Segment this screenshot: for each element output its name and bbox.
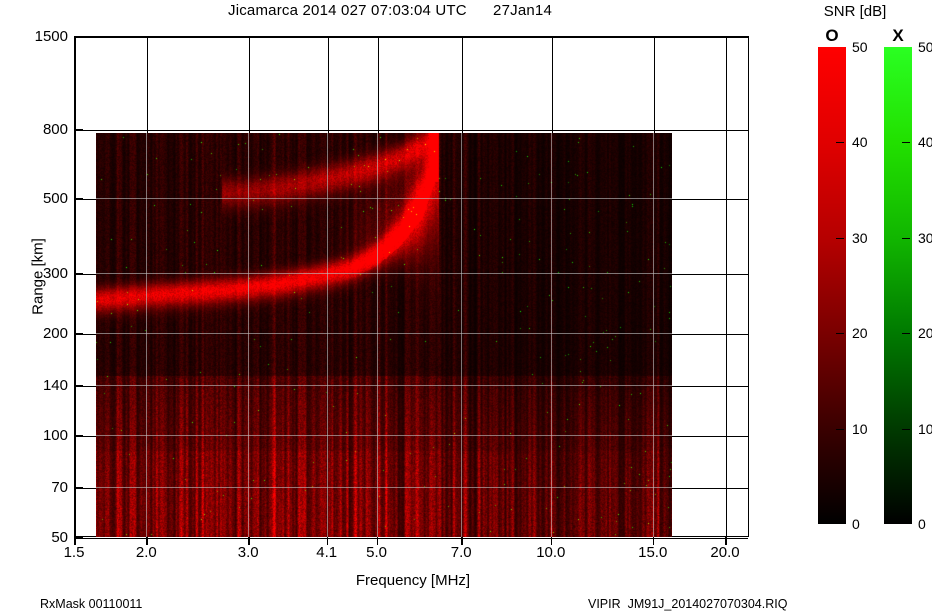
y-tick-label: 500 [42,189,68,207]
grid-line-horizontal [75,37,748,38]
y-tick-label: 100 [42,426,68,444]
x-tick-label: 1.5 [63,544,85,561]
grid-line-vertical [726,37,728,536]
data-grid-line-horizontal [96,273,672,275]
footer-rxmask: RxMask 00110011 [40,597,143,611]
data-grid-line-vertical [376,133,378,537]
y-tick-mark [74,197,83,200]
y-tick-label: 300 [42,265,68,283]
data-grid-line-horizontal [96,197,672,199]
x-tick-label: 20.0 [710,544,740,561]
x-tick-label: 10.0 [536,544,566,561]
x-tick-label: 5.0 [366,544,388,561]
colorbar-tick-label: 50 [918,39,932,55]
y-tick-label: 50 [51,529,68,546]
colorbar-tick-label: 10 [918,420,932,437]
x-tick-mark [376,537,379,545]
x-axis-label: Frequency [MHz] [355,572,471,589]
grid-line-horizontal [75,538,748,539]
x-tick-label: 15.0 [638,544,668,561]
y-tick-label: 800 [42,120,68,138]
x-tick-mark [326,537,329,545]
data-grid-line-vertical [326,133,328,537]
colorbar-tick-label: 20 [918,325,932,342]
grid-line-vertical [75,37,76,536]
y-tick-label: 70 [51,479,68,497]
colorbar-tick-label: 40 [852,134,868,151]
y-tick-mark [74,273,83,275]
x-tick-label: 4.1 [316,544,338,561]
y-tick-label: 1500 [34,28,68,45]
colorbar-tick-label: 0 [918,516,926,532]
x-tick-label: 7.0 [450,544,472,561]
colorbar-tick-label: 0 [852,516,860,532]
data-grid-line-horizontal [96,487,672,489]
colorbar-o-gradient [818,47,846,524]
y-tick-mark [74,332,83,335]
colorbar-tick-label: 20 [852,325,868,342]
y-tick-label: 200 [42,324,68,342]
data-grid-line-vertical [248,133,250,537]
y-tick-label: 140 [42,377,68,395]
x-tick-label: 3.0 [237,544,259,561]
y-tick-mark [74,434,83,437]
colorbar-tick-label: 50 [852,39,868,55]
colorbar-tick-mark [836,333,844,335]
colorbar-tick-mark [902,333,910,335]
colorbar-tick-label: 30 [918,229,932,246]
colorbar-tick-mark [902,237,910,239]
grid-line-horizontal [75,129,748,131]
colorbar-tick-label: 10 [852,420,868,437]
colorbar-tick-label: 30 [852,229,868,246]
x-tick-mark [461,537,463,545]
y-tick-mark [74,128,83,131]
ionogram-data-raster [96,133,672,537]
colorbar-tick-mark [836,142,844,144]
y-tick-mark [74,385,83,387]
colorbar-title: SNR [dB] [823,3,887,20]
colorbar-x-head: X [892,26,904,45]
data-grid-line-horizontal [96,332,672,334]
x-tick-mark [725,537,727,545]
page-title: Jicamarca 2014 027 07:03:04 UTC 27Jan14 [228,2,552,19]
colorbar-tick-label: 40 [918,134,932,151]
x-tick-mark [74,537,76,545]
y-tick-mark [74,487,83,489]
data-grid-line-horizontal [96,434,672,436]
colorbar-x-gradient [884,47,912,524]
footer-source-file: VIPIR JM91J_2014027070304.RIQ [588,597,788,611]
colorbar-tick-mark [836,237,844,239]
x-tick-label: 2.0 [135,544,157,561]
y-tick-mark [74,36,83,38]
x-tick-mark [652,537,655,545]
x-tick-mark [248,537,250,545]
colorbar-o-head: O [825,26,839,45]
data-grid-line-horizontal [96,385,672,387]
colorbar-tick-mark [902,428,910,430]
data-grid-line-vertical [652,133,654,537]
data-grid-line-vertical [461,133,463,537]
colorbar-tick-mark [836,428,844,430]
x-tick-mark [550,537,553,545]
data-grid-line-vertical [550,133,552,537]
data-grid-line-vertical [146,133,148,537]
ionogram-canvas [96,133,672,537]
x-tick-mark [146,537,148,545]
y-tick-mark [74,537,83,539]
colorbar-tick-mark [902,142,910,144]
